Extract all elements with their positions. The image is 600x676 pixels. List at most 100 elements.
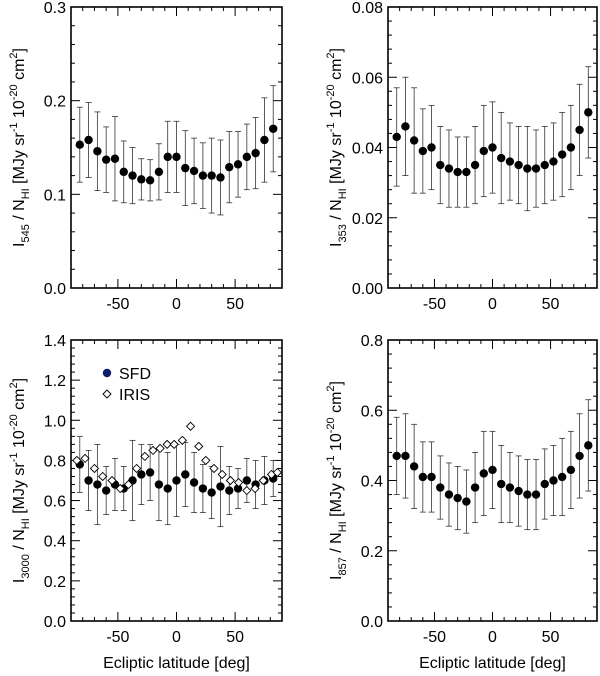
data-point	[584, 441, 593, 450]
data-point	[209, 463, 219, 474]
data-point	[444, 490, 454, 499]
data-point	[216, 482, 225, 491]
data-point	[488, 143, 497, 152]
y-axis-label-part: / N	[328, 199, 345, 224]
data-point	[233, 477, 244, 488]
data-point	[242, 485, 252, 496]
y-tick-label: 0.3	[44, 0, 66, 17]
y-axis-label-part: I	[328, 576, 345, 580]
y-tick-label: 0.0	[44, 281, 66, 298]
data-point	[549, 476, 558, 485]
data-point	[75, 140, 84, 149]
data-point	[242, 476, 252, 485]
data-point	[514, 486, 523, 496]
y-axis-label-part: [MJy sr	[11, 462, 28, 519]
series-SFD	[75, 435, 278, 528]
data-point	[207, 171, 216, 180]
series-IRIS	[72, 421, 282, 496]
data-point	[189, 478, 199, 487]
y-axis-label-part: 10	[328, 433, 345, 455]
y-axis-label-part: ]	[328, 381, 345, 385]
data-point	[427, 472, 436, 482]
data-point	[119, 167, 128, 177]
y-axis-label-part: 2	[8, 52, 20, 58]
y-tick-label: 0.08	[352, 0, 383, 17]
x-tick-label: -50	[106, 629, 129, 646]
y-axis-label-part: / N	[11, 199, 28, 224]
data-point	[260, 135, 269, 145]
x-tick-label: -50	[423, 296, 446, 313]
data-point	[497, 153, 506, 163]
y-axis-label-part: 545	[20, 224, 32, 242]
data-point	[101, 155, 111, 164]
data-point	[557, 472, 567, 482]
x-tick-label: 50	[226, 296, 244, 313]
panel-bottom-left: -50 0 50 0.0 0.2 0.4 0.6 0.8 1.0 1.2 1.4 I3000 / NH…	[8, 333, 283, 672]
panel-top-left: -50 0 50 0.0 0.1 0.2 0.3 I545 / NHI [MJy sr-1 1…	[8, 0, 283, 313]
series-data	[392, 66, 593, 212]
y-axis-label-part: ]	[11, 378, 28, 382]
data-point	[154, 480, 164, 489]
y-tick-label: 0.0	[44, 614, 66, 631]
data-point	[198, 171, 208, 180]
y-axis-label-part: [MJy sr	[328, 132, 345, 189]
data-point	[401, 122, 410, 131]
data-point	[488, 465, 497, 475]
x-tick-label: 50	[542, 629, 560, 646]
data-point	[401, 451, 410, 461]
data-point	[217, 469, 227, 480]
y-axis-label-part: HI	[20, 518, 32, 529]
data-point	[242, 152, 252, 162]
y-axis-label-part: ]	[328, 48, 345, 52]
data-point	[269, 124, 278, 133]
y-axis-label-part: -20	[8, 414, 20, 430]
y-axis-label-part: 2	[325, 385, 337, 391]
y-axis-label-part: -20	[325, 84, 337, 100]
data-point	[80, 453, 90, 464]
data-point	[198, 484, 208, 493]
y-axis-label-part: cm	[328, 392, 345, 418]
data-point	[566, 143, 576, 152]
data-point	[497, 479, 506, 489]
y-axis-label-part: cm	[328, 59, 345, 85]
y-tick-label: 0.02	[352, 211, 383, 228]
y-axis-label-part: -1	[325, 123, 337, 133]
data-point	[225, 486, 234, 495]
data-point	[163, 152, 172, 162]
series-data	[75, 85, 278, 216]
data-point	[93, 480, 102, 489]
y-axis-label-part: [MJy sr	[328, 465, 345, 522]
y-axis-label: I857 / NHI [MJy sr-1 10-20 cm2]	[325, 381, 349, 580]
data-point	[523, 490, 532, 499]
data-point	[154, 167, 164, 177]
series-data	[392, 399, 593, 534]
y-axis-label-part: 10	[11, 100, 28, 122]
data-point	[470, 160, 480, 170]
y-axis-label-part: I	[11, 243, 28, 247]
y-tick-label: 0.8	[361, 333, 383, 350]
data-point	[523, 164, 532, 173]
y-axis-label-part: -1	[325, 456, 337, 466]
data-point	[148, 445, 158, 456]
x-tick-label: 0	[488, 296, 497, 313]
data-point	[462, 497, 471, 506]
data-point	[145, 468, 155, 477]
data-point	[233, 160, 243, 169]
y-axis-label-part: cm	[11, 59, 28, 85]
y-tick-label: 1.0	[44, 413, 66, 430]
y-axis-label-part: / N	[11, 529, 28, 554]
y-axis-label-part: -1	[8, 452, 20, 462]
data-point	[225, 475, 236, 486]
data-point	[162, 439, 172, 450]
x-tick-label: 50	[226, 629, 244, 646]
data-point	[462, 167, 471, 177]
data-point	[110, 154, 120, 163]
y-tick-label: 0.2	[44, 574, 66, 591]
data-point	[101, 486, 111, 495]
data-point	[123, 479, 134, 490]
data-point	[84, 135, 93, 145]
y-axis-label-part: -20	[8, 84, 20, 100]
x-tick-label: -50	[106, 296, 129, 313]
